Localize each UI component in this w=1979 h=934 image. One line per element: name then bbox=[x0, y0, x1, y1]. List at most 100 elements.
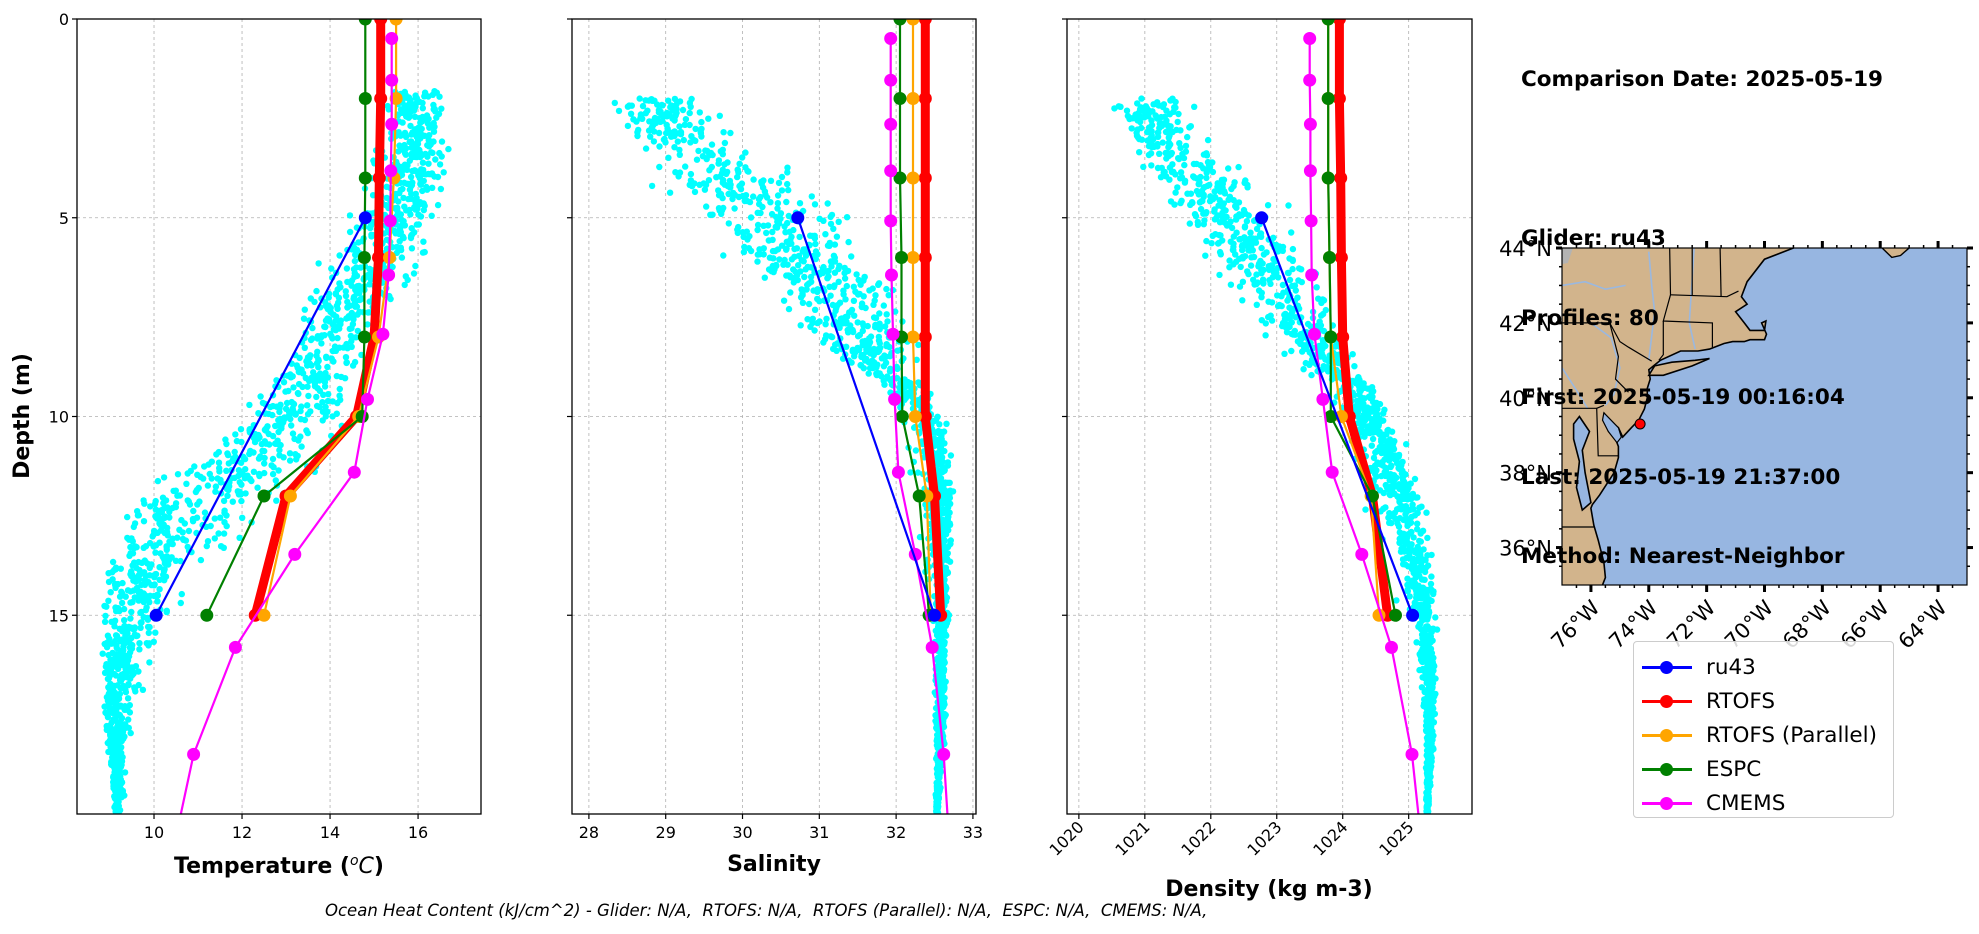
glider-point bbox=[357, 296, 364, 303]
glider-point bbox=[133, 574, 140, 581]
glider-point bbox=[294, 452, 301, 460]
glider-point bbox=[99, 650, 106, 657]
glider-point bbox=[1380, 505, 1387, 512]
glider-point bbox=[296, 354, 303, 362]
glider-point bbox=[1424, 626, 1432, 633]
series-marker bbox=[1321, 19, 1335, 26]
glider-point bbox=[161, 529, 168, 537]
glider-point bbox=[172, 557, 180, 564]
glider-point bbox=[856, 346, 863, 353]
glider-point bbox=[758, 178, 765, 185]
glider-point bbox=[236, 534, 243, 541]
glider-point bbox=[1181, 161, 1188, 169]
glider-point bbox=[346, 212, 354, 219]
glider-point bbox=[156, 586, 163, 593]
series-marker bbox=[884, 32, 898, 45]
series-cmems bbox=[179, 32, 399, 814]
glider-point bbox=[1211, 188, 1218, 195]
glider-point bbox=[784, 261, 791, 268]
glider-point bbox=[1177, 199, 1184, 207]
glider-point bbox=[336, 385, 343, 393]
glider-point bbox=[152, 513, 159, 520]
glider-point bbox=[438, 105, 445, 112]
glider-point bbox=[1211, 206, 1218, 213]
glider-point bbox=[611, 99, 618, 107]
legend-item-rtofs: RTOFS bbox=[1642, 686, 1775, 716]
glider-point bbox=[1225, 196, 1232, 203]
glider-point bbox=[163, 553, 171, 560]
glider-point bbox=[426, 124, 433, 131]
lat-tick-label: 40°N bbox=[1499, 387, 1552, 411]
glider-point bbox=[885, 292, 892, 299]
glider-point bbox=[1260, 266, 1267, 274]
glider-point bbox=[822, 332, 830, 339]
series-marker bbox=[912, 489, 926, 503]
glider-point bbox=[1236, 236, 1243, 243]
glider-point bbox=[1361, 404, 1368, 411]
glider-point bbox=[763, 229, 770, 237]
glider-point bbox=[419, 187, 426, 195]
glider-point bbox=[836, 262, 843, 269]
glider-point bbox=[197, 556, 205, 564]
glider-point bbox=[161, 577, 168, 584]
glider-point bbox=[229, 498, 236, 505]
blank-line bbox=[1521, 147, 1883, 174]
glider-point bbox=[124, 695, 132, 702]
series-espc bbox=[200, 19, 372, 622]
glider-point bbox=[650, 138, 658, 145]
glider-point bbox=[1228, 185, 1235, 193]
glider-point bbox=[112, 785, 119, 792]
glider-point bbox=[215, 459, 223, 466]
glider-point bbox=[1270, 267, 1278, 274]
glider-point bbox=[1398, 461, 1405, 469]
glider-point bbox=[1411, 568, 1418, 575]
legend-label: ESPC bbox=[1706, 756, 1762, 782]
glider-point bbox=[1335, 359, 1342, 367]
glider-point bbox=[707, 211, 714, 218]
series-line bbox=[1260, 217, 1414, 616]
glider-point bbox=[1415, 555, 1422, 562]
glider-point bbox=[1288, 229, 1295, 236]
glider-point bbox=[801, 246, 809, 253]
glider-point bbox=[351, 244, 358, 251]
glider-point bbox=[1427, 639, 1434, 646]
glider-point bbox=[835, 278, 842, 285]
glider-point bbox=[677, 128, 685, 136]
long-island bbox=[1647, 357, 1710, 377]
glider-point bbox=[115, 776, 122, 783]
glider-point bbox=[156, 564, 163, 571]
glider-point bbox=[335, 299, 342, 306]
glider-point bbox=[797, 322, 804, 329]
glider-point bbox=[804, 281, 811, 289]
glider-point bbox=[213, 451, 220, 458]
glider-point bbox=[105, 597, 112, 604]
glider-point bbox=[126, 624, 133, 631]
glider-point bbox=[324, 397, 332, 405]
glider-point bbox=[152, 549, 159, 556]
glider-point bbox=[822, 321, 829, 328]
glider-point bbox=[671, 144, 678, 151]
glider-point bbox=[725, 190, 732, 198]
glider-point bbox=[127, 615, 134, 622]
glider-point bbox=[427, 138, 434, 145]
glider-point bbox=[160, 474, 168, 481]
glider-point bbox=[1302, 359, 1310, 367]
glider-point bbox=[1184, 133, 1191, 141]
glider-point bbox=[783, 272, 790, 279]
glider-point bbox=[1391, 438, 1398, 445]
series-marker bbox=[372, 251, 385, 264]
glider-point bbox=[741, 243, 748, 251]
river bbox=[1688, 248, 1696, 350]
glider-point bbox=[686, 121, 693, 129]
glider-point bbox=[729, 195, 736, 203]
glider-point bbox=[941, 466, 948, 474]
glider-point bbox=[646, 118, 653, 125]
glider-point bbox=[425, 160, 432, 167]
glider-point bbox=[221, 519, 228, 526]
glider-point bbox=[1430, 698, 1437, 705]
glider-point bbox=[1379, 434, 1386, 441]
glider-point bbox=[1237, 263, 1244, 271]
glider-point bbox=[831, 269, 839, 276]
glider-point bbox=[933, 786, 941, 794]
glider-point bbox=[430, 119, 437, 127]
